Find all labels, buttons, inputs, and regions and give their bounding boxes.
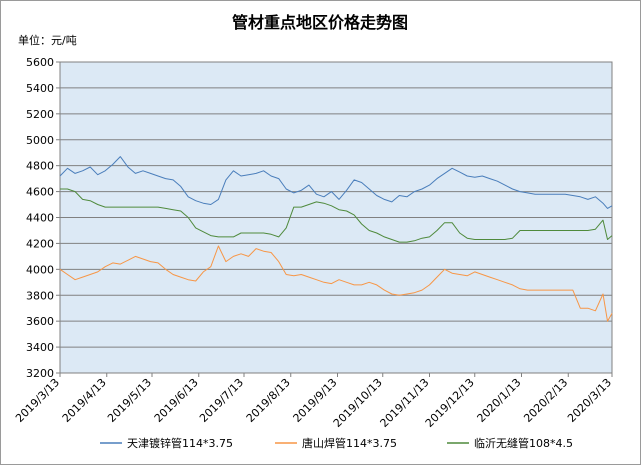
- y-tick-label: 3200: [26, 367, 54, 380]
- y-tick-label: 3800: [26, 289, 54, 302]
- grid-lines: [60, 87, 612, 348]
- y-tick-label: 3400: [26, 341, 54, 354]
- series-line-2: [60, 188, 613, 243]
- legend-label: 天津镀锌管114*3.75: [127, 436, 233, 450]
- series-line-0: [59, 156, 613, 209]
- legend-label: 临沂无缝管108*4.5: [474, 436, 573, 450]
- y-tick-label: 4400: [26, 212, 54, 225]
- y-tick-label: 4200: [26, 237, 54, 250]
- legend-label: 唐山焊管114*3.75: [302, 436, 397, 450]
- series-line-1: [59, 245, 613, 322]
- unit-label: 单位：元/吨: [18, 33, 77, 47]
- y-tick-label: 4600: [26, 186, 54, 199]
- y-tick-label: 5000: [26, 134, 54, 147]
- chart-title: 管材重点地区价格走势图: [232, 13, 408, 32]
- y-tick-label: 5200: [26, 108, 54, 121]
- y-tick-label: 5600: [26, 56, 54, 69]
- y-axis-ticks: 3200 3400 3600 3800 4000 4200 4400 4600 4800 5000…: [26, 56, 60, 380]
- series-lines: [59, 156, 613, 322]
- y-tick-label: 4000: [26, 263, 54, 276]
- y-tick-label: 5400: [26, 82, 54, 95]
- y-tick-label: 4800: [26, 160, 54, 173]
- legend: 天津镀锌管114*3.75 唐山焊管114*3.75 临沂无缝管108*4.5: [100, 436, 573, 450]
- y-tick-label: 3600: [26, 315, 54, 328]
